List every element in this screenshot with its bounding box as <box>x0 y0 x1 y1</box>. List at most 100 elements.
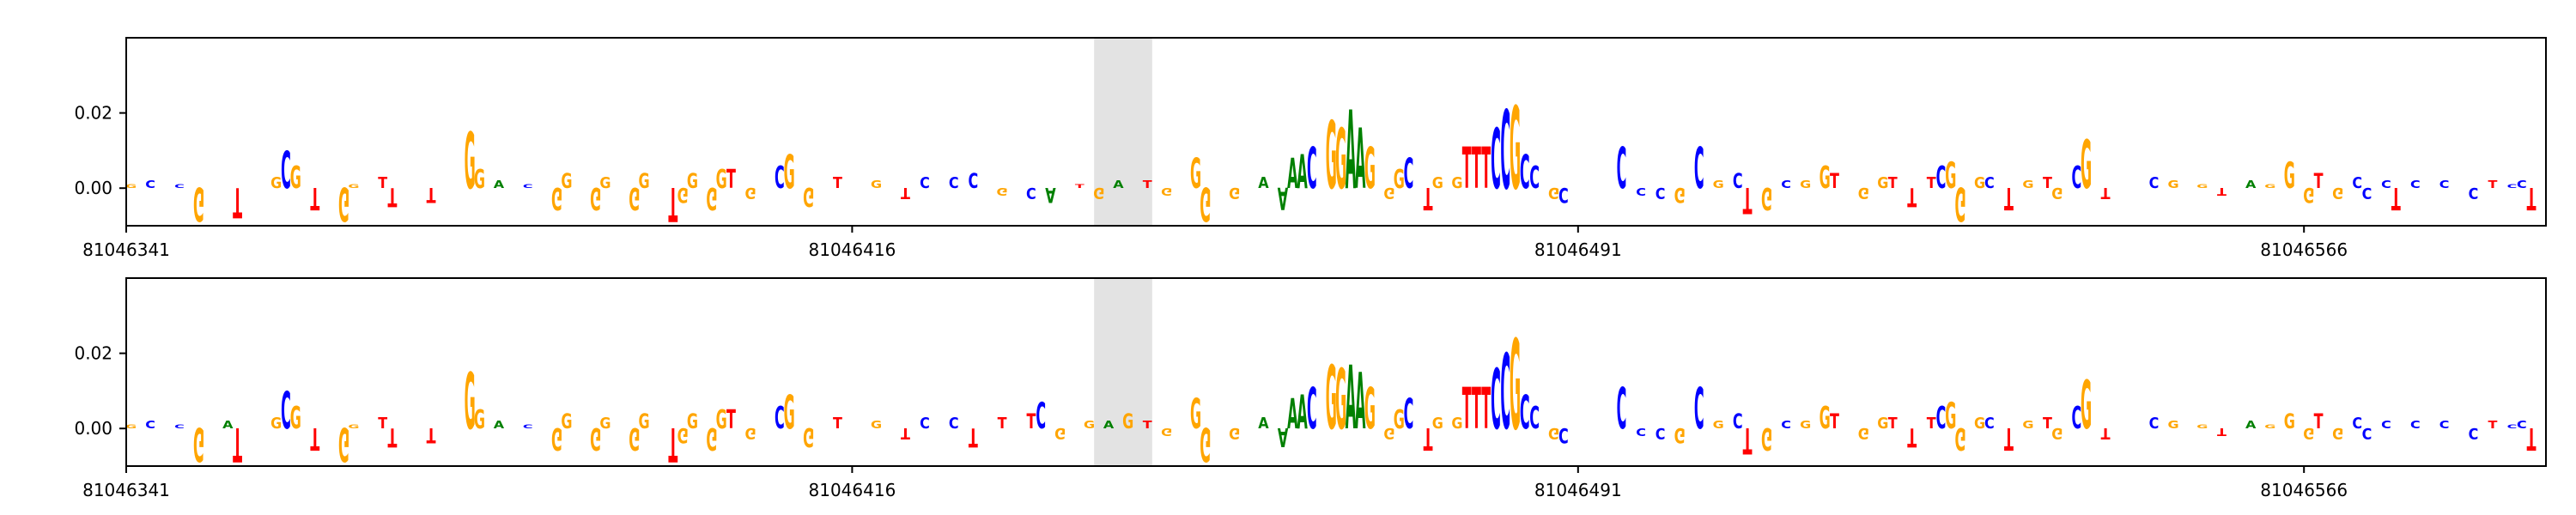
logo-letter-t: T <box>2488 420 2498 432</box>
logo-letter-c: C <box>523 424 533 430</box>
x-tick-label: 81046491 <box>1534 239 1622 260</box>
logo-letter-g: G <box>290 400 301 437</box>
logo-letter-g: G <box>290 160 301 197</box>
logo-letter-g: G <box>1229 424 1240 442</box>
logo-letter-c: C <box>281 142 291 202</box>
logo-letter-c: C <box>949 415 959 433</box>
logo-letter-t: T <box>233 178 242 225</box>
logo-letter-a: A <box>2245 420 2256 432</box>
logo-letter-g: G <box>590 180 601 217</box>
logo-letter-g: G <box>1800 420 1811 432</box>
logo-letter-c: C <box>1307 136 1317 203</box>
logo-letter-g: G <box>465 118 476 207</box>
logo-letter-g: G <box>338 177 349 230</box>
logo-letter-a: A <box>494 179 504 191</box>
logo-letter-g: G <box>348 184 359 190</box>
logo-letter-g: G <box>784 386 795 439</box>
logo-letter-c: C <box>1694 377 1704 443</box>
logo-letter-g: G <box>1548 424 1559 442</box>
logo-letter-g: G <box>716 165 727 195</box>
logo-letter-t: T <box>1481 136 1491 203</box>
logo-letter-t: T <box>1907 182 1917 212</box>
logo-letter-c: C <box>1491 353 1501 449</box>
logo-letter-c: C <box>1404 391 1414 439</box>
logo-letter-t: T <box>427 183 436 207</box>
logo-letter-g: G <box>270 174 282 192</box>
logo-letter-a: A <box>1278 180 1289 217</box>
logo-letter-c: C <box>523 184 533 190</box>
y-tick-label: 0.02 <box>74 343 112 364</box>
logo-letter-t: T <box>726 405 736 435</box>
logo-letter-c: C <box>2071 400 2081 437</box>
logo-letter-g: G <box>2332 184 2343 202</box>
logo-letter-c: C <box>968 169 978 193</box>
logo-letter-t: T <box>1888 174 1898 192</box>
logo-letter-t: T <box>969 422 978 452</box>
logo-letter-g: G <box>1820 160 1831 197</box>
logo-letter-c: C <box>1636 426 1646 438</box>
logo-letter-g: G <box>1432 415 1443 433</box>
logo-letter-t: T <box>388 182 398 212</box>
logo-letter-g: G <box>687 409 698 433</box>
logo-letter-g: G <box>638 169 649 193</box>
y-tick-label: 0.02 <box>74 103 112 124</box>
logo-letter-g: G <box>1383 424 1394 442</box>
logo-letter-t: T <box>1424 180 1433 217</box>
logo-letter-t: T <box>2527 421 2537 457</box>
logo-letter-c: C <box>2517 179 2527 191</box>
logo-letter-a: A <box>222 420 233 432</box>
logo-letter-c: C <box>2439 420 2450 432</box>
logo-letter-c: C <box>145 179 155 191</box>
logo-letter-c: C <box>1520 146 1530 199</box>
x-tick-label: 81046566 <box>2260 239 2348 260</box>
logo-letter-c: C <box>281 382 291 442</box>
logo-letter-g: G <box>677 423 689 447</box>
logo-letter-g: G <box>2303 424 2314 442</box>
y-tick-label: 0.00 <box>74 178 112 198</box>
logo-letter-t: T <box>310 180 319 217</box>
logo-letter-t: T <box>1462 377 1472 443</box>
logo-letter-a: A <box>1346 348 1356 451</box>
logo-letter-c: C <box>2362 424 2372 442</box>
logo-letter-t: T <box>1462 136 1472 203</box>
logo-letter-g: G <box>744 184 756 202</box>
logo-letter-t: T <box>726 165 736 195</box>
logo-letter-g: G <box>677 183 689 207</box>
logo-letter-t: T <box>668 177 677 230</box>
logo-letter-g: G <box>2264 424 2275 430</box>
logo-letter-g: G <box>638 409 649 433</box>
logo-letter-g: G <box>2196 184 2208 190</box>
logo-letter-c: C <box>1529 160 1540 197</box>
logo-letter-a: A <box>1355 358 1365 447</box>
logo-letter-g: G <box>2051 184 2063 202</box>
logo-letter-c: C <box>1733 409 1743 433</box>
logo-letter-a: A <box>1113 179 1123 191</box>
logo-letter-t: T <box>2527 180 2537 217</box>
logo-letter-c: C <box>2381 179 2391 191</box>
axes-frame <box>125 37 2547 227</box>
logo-letter-t: T <box>378 174 387 192</box>
logo-letter-g: G <box>1326 348 1337 451</box>
logo-letter-g: G <box>193 177 204 230</box>
logo-letter-g: G <box>590 421 601 457</box>
logo-letter-c: C <box>1036 397 1046 438</box>
logo-letter-g: G <box>474 165 485 195</box>
logo-letter-t: T <box>1075 184 1085 190</box>
logo-letter-t: T <box>310 421 319 457</box>
logo-letter-t: T <box>1472 136 1481 203</box>
logo-letter-g: G <box>1945 156 1956 197</box>
logo-letter-c: C <box>2469 184 2479 202</box>
logo-letter-a: A <box>2245 179 2256 191</box>
x-tick-label: 81046566 <box>2260 480 2348 500</box>
logo-letter-g: G <box>1084 420 1095 432</box>
logo-letter-g: G <box>599 174 611 192</box>
logo-letter-g: G <box>1054 424 1066 442</box>
logo-letter-g: G <box>716 405 727 435</box>
logo-letter-t: T <box>1143 420 1152 432</box>
logo-letter-c: C <box>2352 174 2362 192</box>
logo-letter-g: G <box>561 169 572 193</box>
